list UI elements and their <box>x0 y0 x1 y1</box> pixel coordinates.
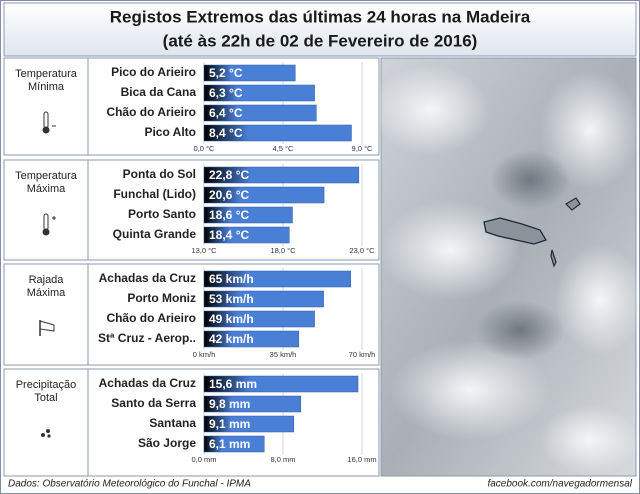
icon <box>42 126 50 134</box>
value-label: 18,4 °C <box>209 228 249 242</box>
value-label: 9,8 mm <box>209 397 250 411</box>
subtitle: (até às 22h de 02 de Fevereiro de 2016) <box>163 31 478 50</box>
bar <box>203 226 290 244</box>
bar <box>203 415 295 433</box>
value-label: 20,6 °C <box>209 188 249 202</box>
category-label: Stª Cruz - Aerop.. <box>98 331 196 345</box>
category-label: Chão do Arieiro <box>106 311 196 325</box>
value-label: 65 km/h <box>209 272 254 286</box>
icon <box>46 429 50 433</box>
category-label: Santo da Serra <box>111 396 196 410</box>
bar <box>203 64 296 82</box>
x-tick-label: 13,0 °C <box>191 246 217 255</box>
value-label: 6,1 mm <box>209 437 250 451</box>
value-label: 18,6 °C <box>209 208 249 222</box>
category-label: Santana <box>149 416 196 430</box>
bar <box>203 435 265 453</box>
footer-credit: facebook.com/navegadormensal <box>487 479 632 490</box>
panel-label: Máxima <box>27 183 66 195</box>
panel-label: Total <box>34 392 57 404</box>
bar <box>203 375 359 393</box>
category-label: Porto Santo <box>128 207 196 221</box>
bar <box>203 84 315 102</box>
bar <box>203 290 324 308</box>
bar <box>203 395 302 413</box>
value-label: 53 km/h <box>209 292 254 306</box>
category-label: Bica da Cana <box>121 85 197 99</box>
bar <box>203 206 293 224</box>
x-tick-label: 4,5 °C <box>273 144 295 153</box>
bar <box>203 330 300 348</box>
category-label: São Jorge <box>138 436 196 450</box>
value-label: 5,2 °C <box>209 66 243 80</box>
value-label: 6,3 °C <box>209 86 243 100</box>
panel-label: Mínima <box>28 81 65 93</box>
bar <box>203 104 317 122</box>
panel-label: Máxima <box>27 287 66 299</box>
icon <box>47 434 51 438</box>
category-label: Ponta do Sol <box>123 167 196 181</box>
panel-label: Rajada <box>29 274 65 286</box>
x-tick-label: 35 km/h <box>270 350 297 359</box>
value-label: 6,4 °C <box>209 106 243 120</box>
x-tick-label: 9,0 °C <box>352 144 374 153</box>
x-tick-label: 23,0 °C <box>349 246 375 255</box>
satellite-map <box>370 57 640 477</box>
title: Registos Extremos das últimas 24 horas n… <box>110 7 531 26</box>
bar <box>203 186 325 204</box>
category-label: Pico Alto <box>144 125 196 139</box>
footer-source: Dados: Observatório Meteorológico do Fun… <box>8 479 251 490</box>
panel-label: Temperatura <box>15 68 78 80</box>
panel-label: Temperatura <box>15 170 78 182</box>
category-label: Quinta Grande <box>113 227 197 241</box>
value-label: 8,4 °C <box>209 126 243 140</box>
x-tick-label: 0,0 mm <box>191 455 216 464</box>
value-label: 49 km/h <box>209 312 254 326</box>
category-label: Achadas da Cruz <box>99 376 196 390</box>
category-label: Achadas da Cruz <box>99 271 196 285</box>
category-label: Funchal (Lido) <box>113 187 196 201</box>
panel-label: Precipitação <box>16 379 77 391</box>
category-label: Porto Moniz <box>127 291 196 305</box>
x-tick-label: 16,0 mm <box>347 455 376 464</box>
x-tick-label: 0 km/h <box>193 350 216 359</box>
category-label: Chão do Arieiro <box>106 105 196 119</box>
x-tick-label: 0,0 °C <box>194 144 216 153</box>
x-tick-label: 18,0 °C <box>270 246 296 255</box>
value-label: 15,6 mm <box>209 377 257 391</box>
bar <box>203 270 351 288</box>
bar <box>203 310 315 328</box>
icon <box>42 228 50 236</box>
x-tick-label: 8,0 mm <box>270 455 295 464</box>
value-label: 9,1 mm <box>209 417 250 431</box>
category-label: Pico do Arieiro <box>111 65 196 79</box>
icon <box>41 433 45 437</box>
icon <box>39 320 55 332</box>
bar <box>203 166 360 184</box>
bar <box>203 124 352 142</box>
value-label: 22,8 °C <box>209 168 249 182</box>
x-tick-label: 70 km/h <box>349 350 376 359</box>
value-label: 42 km/h <box>209 332 254 346</box>
title-box <box>3 2 637 57</box>
